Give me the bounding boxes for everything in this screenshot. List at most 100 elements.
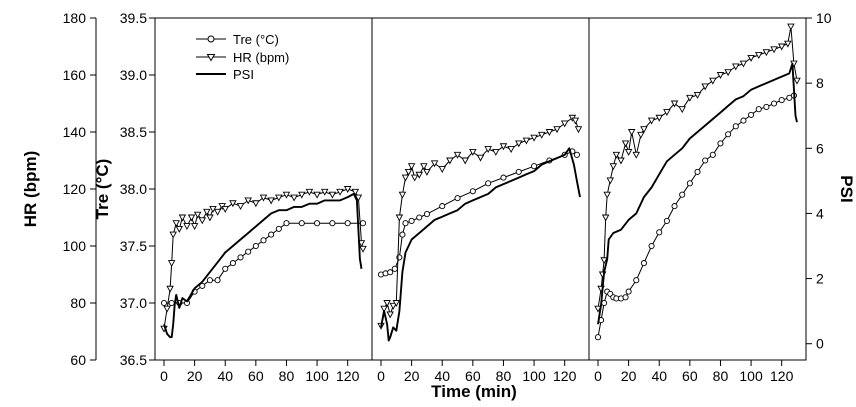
- hr-point: [244, 197, 252, 205]
- legend-entry-tre: Tre (°C): [196, 32, 279, 47]
- hr-point: [206, 214, 214, 222]
- hr-point: [499, 143, 508, 151]
- hr-point: [686, 94, 694, 102]
- psi-tick-label: 0: [816, 336, 824, 352]
- series-hr: [594, 23, 801, 313]
- tre-point: [402, 220, 409, 227]
- hr-point: [784, 40, 792, 48]
- hr-point: [507, 146, 515, 154]
- hr-line: [597, 26, 798, 309]
- psi-tick-label: 2: [816, 271, 824, 287]
- hr-point: [213, 208, 222, 216]
- legend-hr-marker: [206, 54, 216, 62]
- hr-point: [777, 43, 786, 51]
- tre-point: [686, 180, 693, 187]
- x-tick-label: 100: [522, 368, 546, 384]
- tre-point: [214, 277, 221, 284]
- hr-point: [574, 126, 583, 134]
- hr-point: [354, 194, 363, 202]
- hr-point: [522, 137, 531, 145]
- hr-point: [305, 188, 314, 196]
- series-hr: [377, 114, 583, 330]
- hr-point: [190, 223, 199, 230]
- tre-point: [399, 231, 406, 238]
- tre-point: [359, 220, 367, 227]
- hr-point: [640, 126, 648, 134]
- hr-point: [754, 52, 763, 59]
- hr-point: [166, 285, 174, 293]
- hr-point: [545, 129, 554, 136]
- hr-point: [392, 300, 401, 307]
- tre-point: [485, 180, 492, 187]
- hr-tick-label: 140: [63, 124, 87, 140]
- tre-point: [778, 97, 785, 104]
- legend-tre-marker: [207, 35, 215, 43]
- legend: Tre (°C) HR (bpm) PSI: [196, 32, 289, 82]
- tre-point: [633, 277, 640, 284]
- hr-point: [492, 148, 500, 156]
- tre-point: [725, 131, 732, 138]
- hr-point: [793, 77, 801, 85]
- tre-point: [423, 211, 430, 218]
- hr-point: [571, 117, 580, 125]
- hr-point: [655, 114, 663, 122]
- tre-point: [770, 100, 778, 107]
- hr-line: [163, 188, 364, 329]
- tre-point: [260, 237, 267, 244]
- tre-point: [469, 188, 476, 195]
- tre-point: [640, 260, 647, 267]
- tre-point: [237, 254, 244, 261]
- hr-point: [415, 171, 424, 179]
- hr-point: [747, 54, 755, 62]
- hr-point: [420, 163, 428, 171]
- hr-point: [193, 211, 202, 219]
- hr-point: [601, 214, 610, 222]
- hr-point: [267, 197, 275, 205]
- hr-point: [203, 208, 211, 216]
- x-tick-label: 20: [404, 368, 420, 384]
- hr-point: [328, 191, 337, 199]
- legend-tre-label: Tre (°C): [233, 32, 279, 47]
- hr-point: [606, 177, 615, 185]
- hr-point: [553, 126, 561, 134]
- tre-point: [763, 103, 770, 110]
- tre-point: [663, 217, 670, 224]
- x-tick-label: 60: [248, 368, 264, 384]
- hr-point: [438, 166, 446, 173]
- tre-point: [298, 220, 305, 227]
- hr-tick-label: 120: [63, 181, 87, 197]
- x-tick-label: 20: [621, 368, 637, 384]
- hr-axis-title: HR (bpm): [21, 151, 40, 227]
- tre-point: [329, 220, 336, 227]
- tre-tick-label: 39.0: [120, 67, 147, 83]
- tre-point: [740, 117, 747, 124]
- x-tick-label: 60: [465, 368, 481, 384]
- x-tick-label: 80: [496, 368, 512, 384]
- hr-point: [336, 188, 344, 196]
- hr-point: [172, 220, 181, 228]
- psi-line: [380, 147, 581, 342]
- tre-point: [573, 151, 580, 158]
- hr-point: [198, 217, 207, 225]
- hr-point: [709, 77, 717, 85]
- hr-point: [275, 194, 283, 202]
- tre-point: [206, 277, 213, 284]
- tre-point: [671, 203, 678, 210]
- tre-point: [199, 282, 206, 289]
- tre-point: [168, 299, 175, 307]
- tre-point: [222, 265, 229, 272]
- tre-point: [622, 294, 629, 301]
- hr-point: [401, 174, 410, 182]
- hr-point: [612, 151, 621, 159]
- hr-point: [290, 194, 298, 202]
- hr-point: [351, 188, 360, 196]
- hr-point: [637, 131, 645, 139]
- hr-point: [430, 160, 439, 168]
- tre-tick-label: 36.5: [120, 352, 147, 368]
- hr-tick-label: 160: [63, 67, 87, 83]
- hr-point: [282, 191, 291, 199]
- tre-tick-label: 37.5: [120, 238, 147, 254]
- tre-point: [694, 168, 701, 175]
- tre-point: [387, 269, 394, 276]
- hr-point: [603, 191, 611, 199]
